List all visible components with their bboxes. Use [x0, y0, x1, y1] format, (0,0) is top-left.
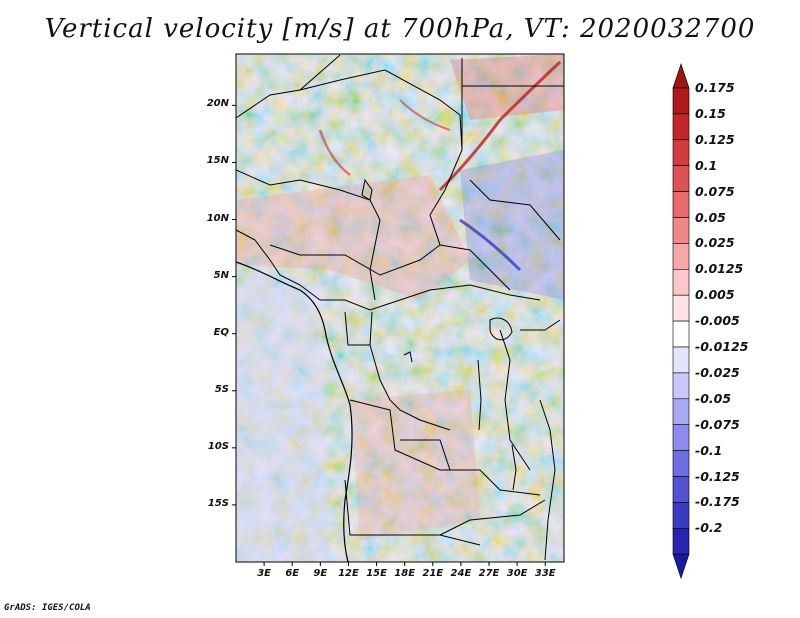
- ascent-region-sahel: [236, 175, 470, 300]
- colorbar-level-label: -0.1: [695, 442, 723, 458]
- colorbar-swatch: [672, 398, 690, 425]
- ascent-streak: [318, 129, 351, 176]
- lake: [403, 351, 413, 363]
- lon-tick-label: 30E: [506, 568, 528, 579]
- colorbar-swatch: [672, 372, 690, 400]
- colorbar-level-label: -0.075: [695, 416, 740, 432]
- colorbar-level-label: 0.005: [695, 287, 735, 303]
- boundary-line: [320, 284, 541, 311]
- boundary-line: [269, 69, 463, 276]
- lakes: [361, 178, 517, 491]
- lon-tick-label: 33E: [534, 568, 556, 579]
- colorbar-swatch: [672, 191, 690, 218]
- chart-title: Vertical velocity [m/s] at 700hPa, VT: 2…: [44, 14, 756, 44]
- colorbar-swatch: [672, 113, 690, 141]
- colorbar-swatch: [672, 502, 690, 529]
- colorbar-level-label: 0.075: [695, 183, 735, 199]
- colorbar-level-label: -0.025: [695, 364, 740, 380]
- colorbar-swatch: [672, 450, 690, 477]
- colorbar-level-label: -0.175: [695, 494, 740, 510]
- boundary-line: [236, 229, 321, 301]
- lon-tick-label: 9E: [313, 568, 328, 579]
- colorbar-level-label: 0.175: [695, 80, 735, 95]
- ascent-region-north-east: [450, 54, 564, 120]
- colorbar-swatch: [672, 346, 690, 374]
- lon-tick-label: 15E: [366, 568, 387, 579]
- lake-victoria: [489, 317, 513, 341]
- colorbar-swatch: [672, 476, 690, 503]
- boundary-line: [499, 329, 531, 471]
- boundary-line: [469, 179, 561, 241]
- colorbar-swatch: [672, 243, 690, 270]
- boundary-line: [344, 311, 373, 346]
- boundary-line: [236, 169, 381, 221]
- lat-tick-label: 15S: [207, 497, 229, 509]
- ascent-streak: [399, 99, 451, 131]
- boundary-line: [344, 479, 481, 546]
- map-frame: [235, 53, 565, 563]
- coastline: [236, 261, 353, 562]
- boundary-line: [439, 244, 511, 291]
- colorbar-level-label: -0.0125: [695, 339, 749, 354]
- boundary-line: [349, 399, 541, 496]
- lon-tick-label: 27E: [478, 568, 500, 579]
- ascent-region-south: [350, 390, 480, 540]
- descent-region-atlantic: [236, 270, 330, 562]
- lake-malawi: [511, 444, 517, 491]
- lon-tick-label: 21E: [422, 568, 444, 579]
- colorbar-level-label: -0.2: [695, 520, 723, 536]
- descent-region-east: [460, 150, 564, 300]
- boundary-line: [539, 399, 556, 561]
- lon-tick-label: 24E: [450, 568, 472, 579]
- lake-chad: [361, 178, 373, 201]
- colorbar-swatch: [672, 139, 690, 167]
- credit-text: GrADS: IGES/COLA: [4, 603, 91, 613]
- lat-tick-label: 5S: [214, 383, 229, 395]
- strong-ascent-band: [438, 60, 562, 192]
- colorbar-level-label: 0.15: [695, 105, 726, 121]
- colorbar-level-label: 0.1: [695, 157, 718, 173]
- colorbar-top-cap: [672, 63, 690, 89]
- colorbar-swatch: [672, 320, 690, 348]
- lat-tick-label: 10S: [207, 440, 229, 452]
- lake-tanganyika: [477, 359, 482, 431]
- boundary-line: [236, 54, 341, 119]
- lat-tick-label: 20N: [206, 98, 229, 110]
- colorbar-swatch: [672, 268, 690, 296]
- lat-tick-label: 15N: [206, 155, 229, 167]
- colorbar-level-label: 0.025: [695, 235, 735, 251]
- map-area: [236, 54, 564, 562]
- colorbar-level-label: -0.125: [695, 468, 740, 484]
- axis-ticks: [232, 104, 546, 566]
- lat-tick-label: 10N: [206, 212, 229, 224]
- colorbar-swatch: [672, 87, 690, 115]
- colorbar: [672, 63, 690, 580]
- colorbar-swatch: [672, 294, 690, 322]
- boundary-line: [400, 439, 451, 471]
- boundary-line: [520, 319, 561, 331]
- colorbar-swatch: [672, 217, 690, 244]
- boundary-line: [439, 499, 546, 536]
- colorbar-bottom-cap: [672, 553, 690, 580]
- boundary-line: [369, 344, 451, 431]
- colorbar-level-label: -0.05: [695, 390, 732, 406]
- velocity-field: [236, 54, 564, 562]
- country-boundaries: [236, 54, 564, 561]
- colorbar-level-label: 0.125: [695, 131, 735, 147]
- boundary-line: [369, 219, 381, 301]
- lon-tick-label: 3E: [257, 568, 271, 579]
- lat-tick-label: 5N: [213, 269, 229, 281]
- lon-tick-label: 12E: [338, 568, 359, 579]
- colorbar-level-label: 0.05: [695, 209, 726, 225]
- colorbar-swatch: [672, 165, 690, 192]
- colorbar-swatch: [672, 527, 690, 555]
- lon-tick-label: 6E: [285, 568, 300, 579]
- colorbar-swatch: [672, 424, 690, 451]
- colorbar-level-label: -0.005: [695, 313, 740, 329]
- strong-descent-band: [459, 218, 522, 272]
- lat-tick-label: EQ: [213, 326, 229, 338]
- lon-tick-label: 18E: [394, 568, 416, 579]
- colorbar-level-label: 0.0125: [695, 261, 744, 277]
